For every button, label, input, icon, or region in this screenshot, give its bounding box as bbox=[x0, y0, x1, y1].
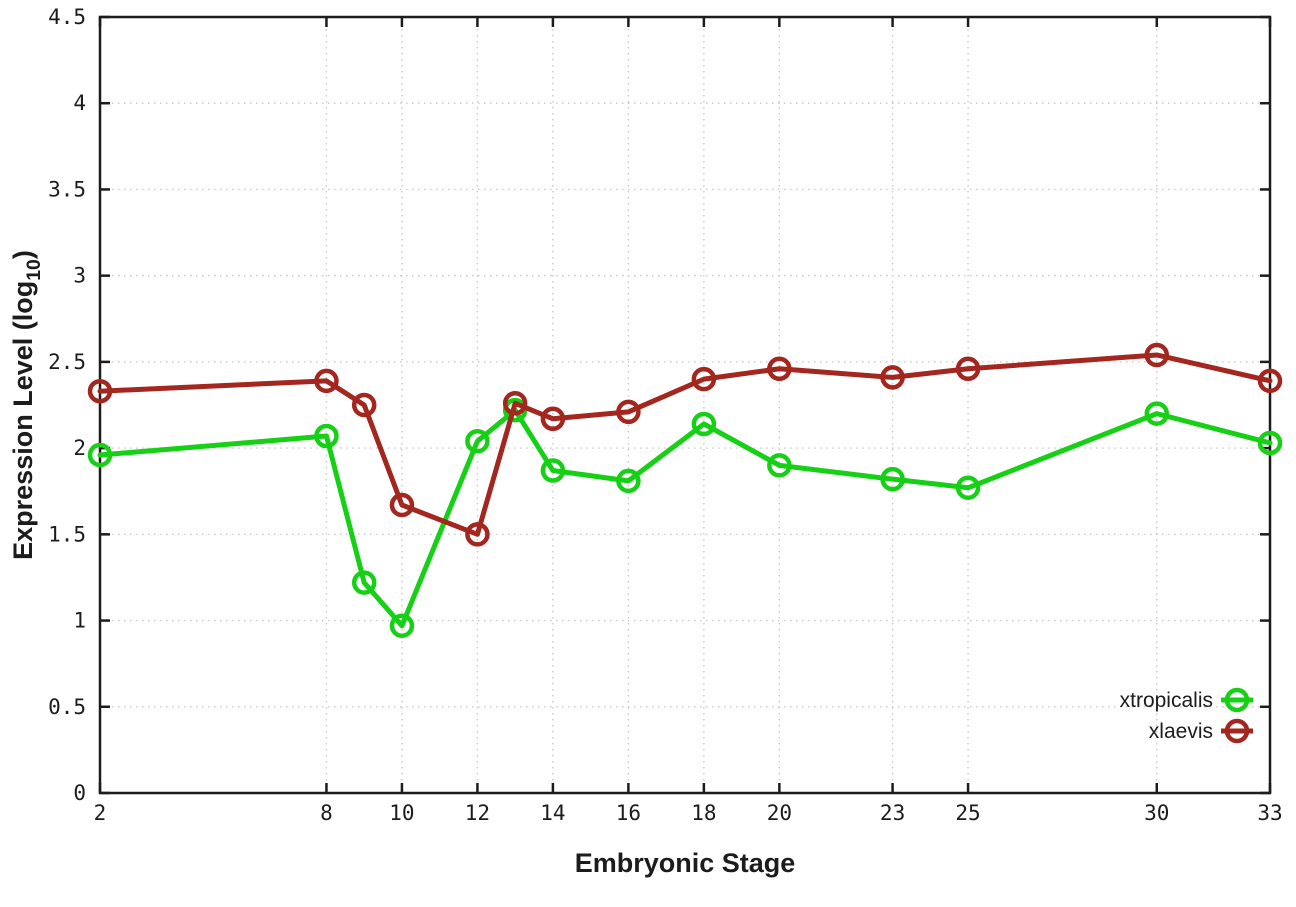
y-tick-label: 1.5 bbox=[48, 522, 86, 546]
data-point-xtropicalis bbox=[389, 613, 415, 638]
data-point-xtropicalis bbox=[1144, 401, 1170, 426]
data-point-xlaevis bbox=[502, 391, 528, 416]
data-point-xtropicalis bbox=[955, 475, 981, 501]
x-tick-label: 8 bbox=[320, 801, 333, 825]
data-point-xtropicalis bbox=[87, 442, 113, 468]
data-point-xtropicalis bbox=[616, 468, 641, 494]
data-point-xtropicalis bbox=[691, 411, 717, 437]
x-tick-label: 2 bbox=[94, 801, 107, 825]
data-point-xlaevis bbox=[389, 492, 415, 518]
y-tick-label: 0.5 bbox=[48, 695, 86, 719]
legend-marker-xlaevis bbox=[1224, 718, 1250, 744]
legend-label-xtropicalis: xtropicalis bbox=[1120, 689, 1213, 712]
x-tick-label: 18 bbox=[691, 801, 716, 825]
y-tick-label: 0 bbox=[73, 781, 86, 805]
y-tick-label: 2.5 bbox=[48, 350, 86, 374]
x-tick-label: 25 bbox=[955, 801, 980, 825]
data-point-xlaevis bbox=[767, 356, 792, 382]
x-tick-label: 16 bbox=[616, 801, 641, 825]
x-tick-label: 12 bbox=[465, 801, 490, 825]
x-tick-label: 30 bbox=[1144, 801, 1169, 825]
data-point-xtropicalis bbox=[1257, 430, 1283, 456]
x-axis-title: Embryonic Stage bbox=[575, 848, 796, 878]
x-tick-label: 23 bbox=[880, 801, 905, 825]
data-point-xlaevis bbox=[540, 406, 566, 432]
data-point-xlaevis bbox=[465, 522, 490, 547]
x-tick-label: 33 bbox=[1257, 801, 1282, 825]
y-axis-title: Expression Level (log10) bbox=[8, 250, 45, 560]
data-point-xlaevis bbox=[1257, 368, 1283, 394]
series-line-xlaevis bbox=[97, 352, 1273, 537]
data-point-xtropicalis bbox=[880, 466, 905, 492]
data-point-xlaevis bbox=[691, 366, 717, 392]
y-tick-label: 3 bbox=[73, 264, 86, 288]
data-point-xlaevis bbox=[351, 392, 377, 418]
plot-border bbox=[98, 15, 1272, 795]
y-tick-label: 3.5 bbox=[48, 177, 86, 201]
x-tick-label: 10 bbox=[389, 801, 414, 825]
y-tick-label: 1 bbox=[73, 609, 86, 633]
data-point-xlaevis bbox=[955, 356, 981, 382]
y-tick-label: 4 bbox=[73, 91, 86, 115]
legend-label-xlaevis: xlaevis bbox=[1149, 720, 1213, 743]
y-tick-label: 4.5 bbox=[48, 5, 86, 29]
data-point-xlaevis bbox=[880, 365, 905, 390]
data-point-xtropicalis bbox=[465, 428, 490, 454]
data-point-xlaevis bbox=[1144, 342, 1170, 368]
data-point-xtropicalis bbox=[351, 570, 377, 595]
data-point-xtropicalis bbox=[767, 453, 792, 478]
legend-marker-xtropicalis bbox=[1224, 687, 1250, 713]
data-point-xtropicalis bbox=[314, 423, 339, 449]
data-point-xlaevis bbox=[87, 378, 113, 404]
data-point-xlaevis bbox=[616, 399, 641, 425]
x-tick-label: 14 bbox=[540, 801, 565, 825]
data-point-xlaevis bbox=[314, 368, 339, 394]
data-point-xtropicalis bbox=[540, 458, 566, 483]
y-tick-label: 2 bbox=[73, 436, 86, 460]
x-tick-label: 20 bbox=[767, 801, 792, 825]
